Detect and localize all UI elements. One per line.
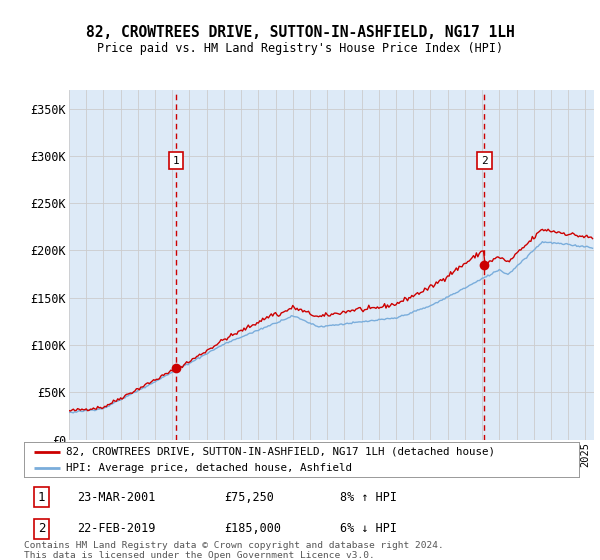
Text: Contains HM Land Registry data © Crown copyright and database right 2024.
This d: Contains HM Land Registry data © Crown c… [24, 540, 444, 560]
Text: 23-MAR-2001: 23-MAR-2001 [77, 491, 155, 504]
Text: Price paid vs. HM Land Registry's House Price Index (HPI): Price paid vs. HM Land Registry's House … [97, 42, 503, 55]
Text: 1: 1 [38, 491, 46, 504]
Text: 8% ↑ HPI: 8% ↑ HPI [340, 491, 397, 504]
Text: £185,000: £185,000 [224, 522, 281, 535]
Text: 6% ↓ HPI: 6% ↓ HPI [340, 522, 397, 535]
Text: £75,250: £75,250 [224, 491, 274, 504]
Text: 82, CROWTREES DRIVE, SUTTON-IN-ASHFIELD, NG17 1LH: 82, CROWTREES DRIVE, SUTTON-IN-ASHFIELD,… [86, 25, 514, 40]
Text: HPI: Average price, detached house, Ashfield: HPI: Average price, detached house, Ashf… [65, 464, 352, 473]
Text: 22-FEB-2019: 22-FEB-2019 [77, 522, 155, 535]
Text: 1: 1 [173, 156, 179, 166]
Text: 2: 2 [481, 156, 488, 166]
Text: 82, CROWTREES DRIVE, SUTTON-IN-ASHFIELD, NG17 1LH (detached house): 82, CROWTREES DRIVE, SUTTON-IN-ASHFIELD,… [65, 447, 494, 457]
Text: 2: 2 [38, 522, 46, 535]
